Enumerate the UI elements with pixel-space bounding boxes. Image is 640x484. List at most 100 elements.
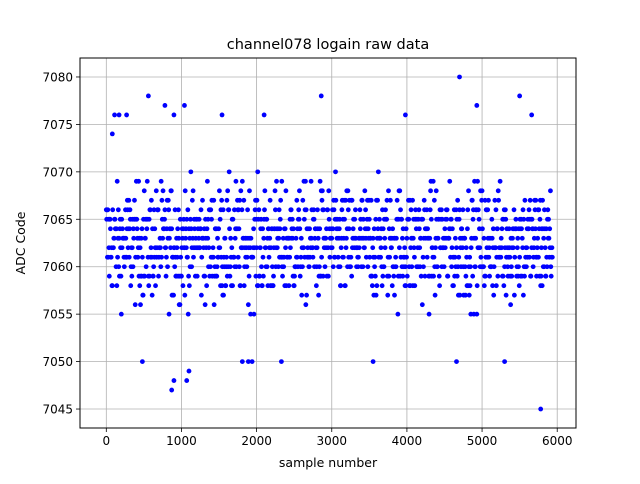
data-point [276,264,281,270]
data-point [434,264,440,270]
data-point [356,254,361,260]
data-point [160,188,166,194]
data-point [345,188,351,194]
data-point [163,245,169,251]
data-point [143,264,149,270]
outlier-point [538,406,544,412]
data-point [520,207,526,213]
outlier-point [517,93,523,99]
data-point [276,235,282,241]
data-point [527,197,533,203]
data-point [139,254,145,260]
data-point [394,197,400,203]
data-point [185,254,190,260]
data-point [183,235,188,241]
data-point [189,197,195,203]
data-point [495,226,500,232]
data-point [259,283,265,289]
data-point [116,235,122,241]
data-point [343,197,349,203]
outlier-point [171,112,177,118]
data-point [548,273,554,279]
data-point [141,188,147,194]
data-point [333,197,339,203]
plot-frame [79,57,577,429]
x-tick-label: 4000 [392,434,423,448]
data-point [439,216,445,222]
data-point [452,235,458,241]
data-point [498,254,504,260]
data-point [491,264,497,270]
data-point [470,273,476,279]
data-point [411,245,417,251]
outlier-point [116,112,122,118]
data-point [386,273,392,279]
data-point [410,197,415,203]
data-point [131,235,137,241]
data-point [168,188,174,194]
data-point [449,264,455,270]
data-point [413,207,418,213]
data-point [138,235,144,241]
data-point [381,264,387,270]
data-point [498,235,504,241]
data-point [317,226,323,232]
data-point [449,245,455,251]
data-point [515,235,521,241]
data-point [441,264,447,270]
data-point [144,226,150,232]
data-point [287,254,293,260]
data-point [533,197,539,203]
outlier-point [474,103,480,108]
x-tick-label: 2000 [241,434,272,448]
data-point [492,197,498,203]
data-point [410,235,416,241]
data-point [296,207,302,213]
data-point [219,197,225,203]
data-point [190,188,196,194]
data-point [371,226,377,232]
data-point [472,264,478,270]
x-tick-label: 6000 [542,434,573,448]
data-point [475,207,481,213]
data-point [543,273,549,279]
data-point [204,226,210,232]
data-point [314,245,320,251]
data-point [382,245,388,251]
data-point [343,245,349,251]
data-point [238,283,243,289]
data-point [286,283,292,289]
data-point [506,226,512,232]
data-point [277,226,283,232]
data-point [393,235,399,241]
data-point [536,254,541,260]
data-point [344,235,349,241]
data-point [330,226,336,232]
data-point [274,245,280,251]
data-point [329,245,335,251]
data-point [232,235,238,241]
data-point [209,216,214,222]
data-point [176,235,182,241]
data-point [153,188,159,194]
data-point [194,273,200,279]
data-point [522,197,528,203]
data-point [159,197,165,203]
data-point [291,226,296,232]
data-point [259,264,264,270]
data-point [248,235,254,241]
data-point [296,216,302,222]
data-point [205,235,211,241]
data-point [372,264,377,270]
data-point [460,245,465,251]
outlier-point [219,112,225,118]
data-point [174,245,180,251]
data-point [489,235,495,241]
data-point [321,207,326,213]
data-point [350,226,356,232]
data-point [508,302,514,308]
data-point [521,216,527,222]
data-point [425,226,430,232]
outlier-point [145,93,151,99]
x-axis-ticks: 0 1000 2000 3000 4000 5000 6000 [102,428,572,448]
